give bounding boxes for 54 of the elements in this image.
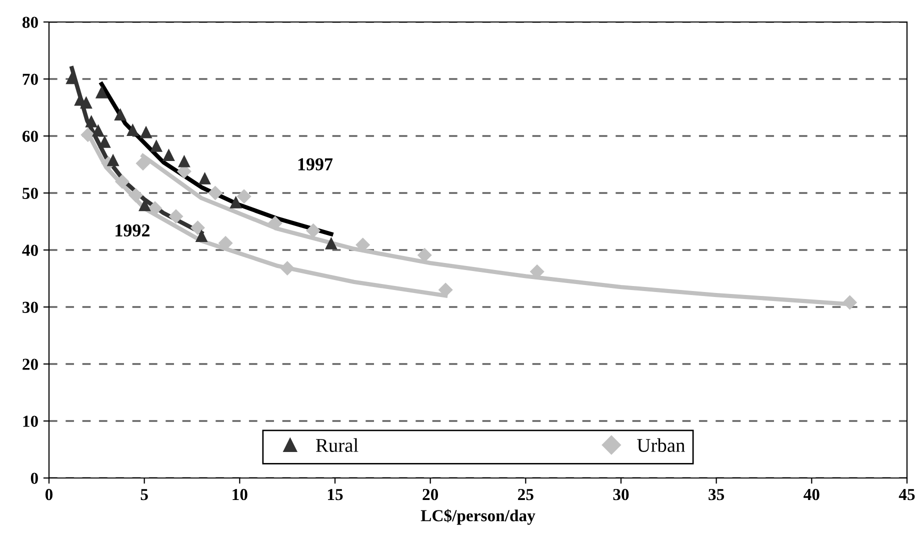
x-tick-label: 45 [898,489,915,500]
point [85,114,98,128]
point [114,108,127,121]
point [306,223,321,238]
point [114,174,130,189]
x-tick-label: 15 [328,488,343,500]
point [140,126,152,138]
x-tick-label: 5 [140,489,148,500]
point [136,156,150,171]
point [324,236,338,250]
x-tick-label: 40 [804,488,820,500]
point [842,295,858,310]
y-tick-label: 40 [22,244,38,256]
x-tick-label: 30 [613,488,629,500]
y-tick-label: 30 [22,302,38,313]
y-tick-label: 80 [22,16,38,28]
point [80,96,92,109]
point [150,139,163,152]
x-axis-title: LC$/person/day [420,509,536,525]
point [190,220,206,236]
point [178,154,190,168]
point [98,135,111,148]
point [268,216,282,230]
y-tick-label: 60 [22,130,38,142]
point [126,124,139,136]
x-tick-label: 25 [518,488,534,500]
annotation: 1992 [116,224,150,236]
annotation: 1997 [298,158,333,170]
point [280,260,295,276]
x-tick-label: 20 [422,488,438,500]
y-tick-label: 20 [22,358,38,370]
line-series [100,82,334,236]
x-tick-label: 0 [45,488,53,500]
point [80,128,96,142]
point [128,188,144,203]
legend-label: Rural [316,438,358,452]
point [236,189,252,204]
point [198,172,211,184]
point [230,196,242,208]
y-tick-label: 50 [22,188,38,199]
point [208,186,223,200]
x-tick-label: 10 [232,488,248,500]
x-tick-label: 35 [708,488,724,500]
point [168,209,184,224]
point [92,124,104,137]
point [106,154,120,166]
legend-label: Urban [637,438,685,452]
point [195,230,208,242]
y-tick-label: 70 [22,74,38,85]
y-tick-label: 0 [30,472,38,484]
point [95,86,108,98]
point [162,148,175,162]
y-tick-label: 10 [23,416,38,427]
point [417,248,432,262]
